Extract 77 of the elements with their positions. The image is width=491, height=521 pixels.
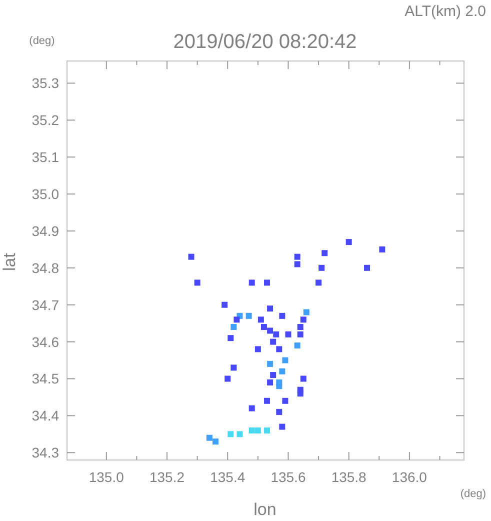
point <box>264 280 270 286</box>
point <box>294 342 300 348</box>
point <box>254 346 261 352</box>
y-tick-label: 34.3 <box>32 444 60 461</box>
point <box>270 372 276 378</box>
text: (deg) <box>460 488 486 500</box>
x-tick-label: 136.0 <box>392 469 428 485</box>
x-axis-title: lon <box>254 500 276 519</box>
point <box>230 364 237 371</box>
point <box>279 368 286 374</box>
point <box>248 427 255 434</box>
point <box>279 312 286 319</box>
y-tick-label: 35.1 <box>32 149 60 166</box>
point <box>294 261 300 268</box>
y-tick-label: 34.6 <box>32 334 60 350</box>
point <box>279 424 286 430</box>
point <box>224 376 231 382</box>
point <box>300 316 306 323</box>
point <box>322 250 328 256</box>
y-tick-label: 34.5 <box>32 370 60 387</box>
point <box>212 438 218 445</box>
point <box>285 331 292 338</box>
point <box>222 302 228 308</box>
point <box>318 264 325 271</box>
y-tick-label: 35.2 <box>32 112 60 128</box>
chart-subtitle: ALT(km) 2.0 <box>404 3 486 20</box>
x-tick-label: 135.2 <box>149 469 185 485</box>
point <box>260 324 267 330</box>
point <box>270 338 276 345</box>
point <box>248 280 255 286</box>
point <box>236 431 243 438</box>
point <box>300 376 306 382</box>
point <box>346 239 352 246</box>
point <box>258 316 264 323</box>
point <box>230 324 237 330</box>
point <box>379 246 386 252</box>
point <box>316 280 322 286</box>
point <box>303 309 310 316</box>
point <box>276 383 282 390</box>
point <box>282 357 288 364</box>
text: (deg) <box>29 35 55 47</box>
point <box>234 316 240 323</box>
point <box>282 398 288 404</box>
x-tick-label: 135.6 <box>270 469 306 485</box>
point <box>248 405 255 412</box>
chart-title: 2019/06/20 08:20:42 <box>173 31 357 53</box>
y-tick-label: 35.0 <box>32 186 60 202</box>
point <box>246 312 252 319</box>
y-tick-label: 34.7 <box>32 296 60 313</box>
point <box>267 328 274 334</box>
point <box>267 306 274 312</box>
point <box>267 379 274 386</box>
y-axis-title: lat <box>0 252 19 271</box>
point <box>297 331 304 338</box>
point <box>206 434 212 441</box>
point <box>364 264 370 271</box>
point <box>297 324 304 330</box>
point <box>264 427 270 434</box>
point <box>273 331 280 338</box>
point <box>254 427 261 434</box>
y-tick-label: 34.4 <box>32 408 60 424</box>
point <box>294 254 300 260</box>
x-tick-label: 135.8 <box>331 469 367 485</box>
point <box>228 431 234 438</box>
y-tick-label: 34.8 <box>32 260 60 276</box>
x-tick-label: 135.0 <box>88 469 124 485</box>
point <box>276 408 282 415</box>
point <box>276 346 282 352</box>
y-tick-label: 34.9 <box>32 222 60 239</box>
point <box>264 398 270 404</box>
point <box>297 390 304 396</box>
point <box>267 360 274 367</box>
point <box>188 254 194 260</box>
point <box>228 335 234 342</box>
point <box>194 280 200 286</box>
y-tick-label: 35.3 <box>32 75 60 92</box>
x-tick-label: 135.4 <box>210 469 246 485</box>
